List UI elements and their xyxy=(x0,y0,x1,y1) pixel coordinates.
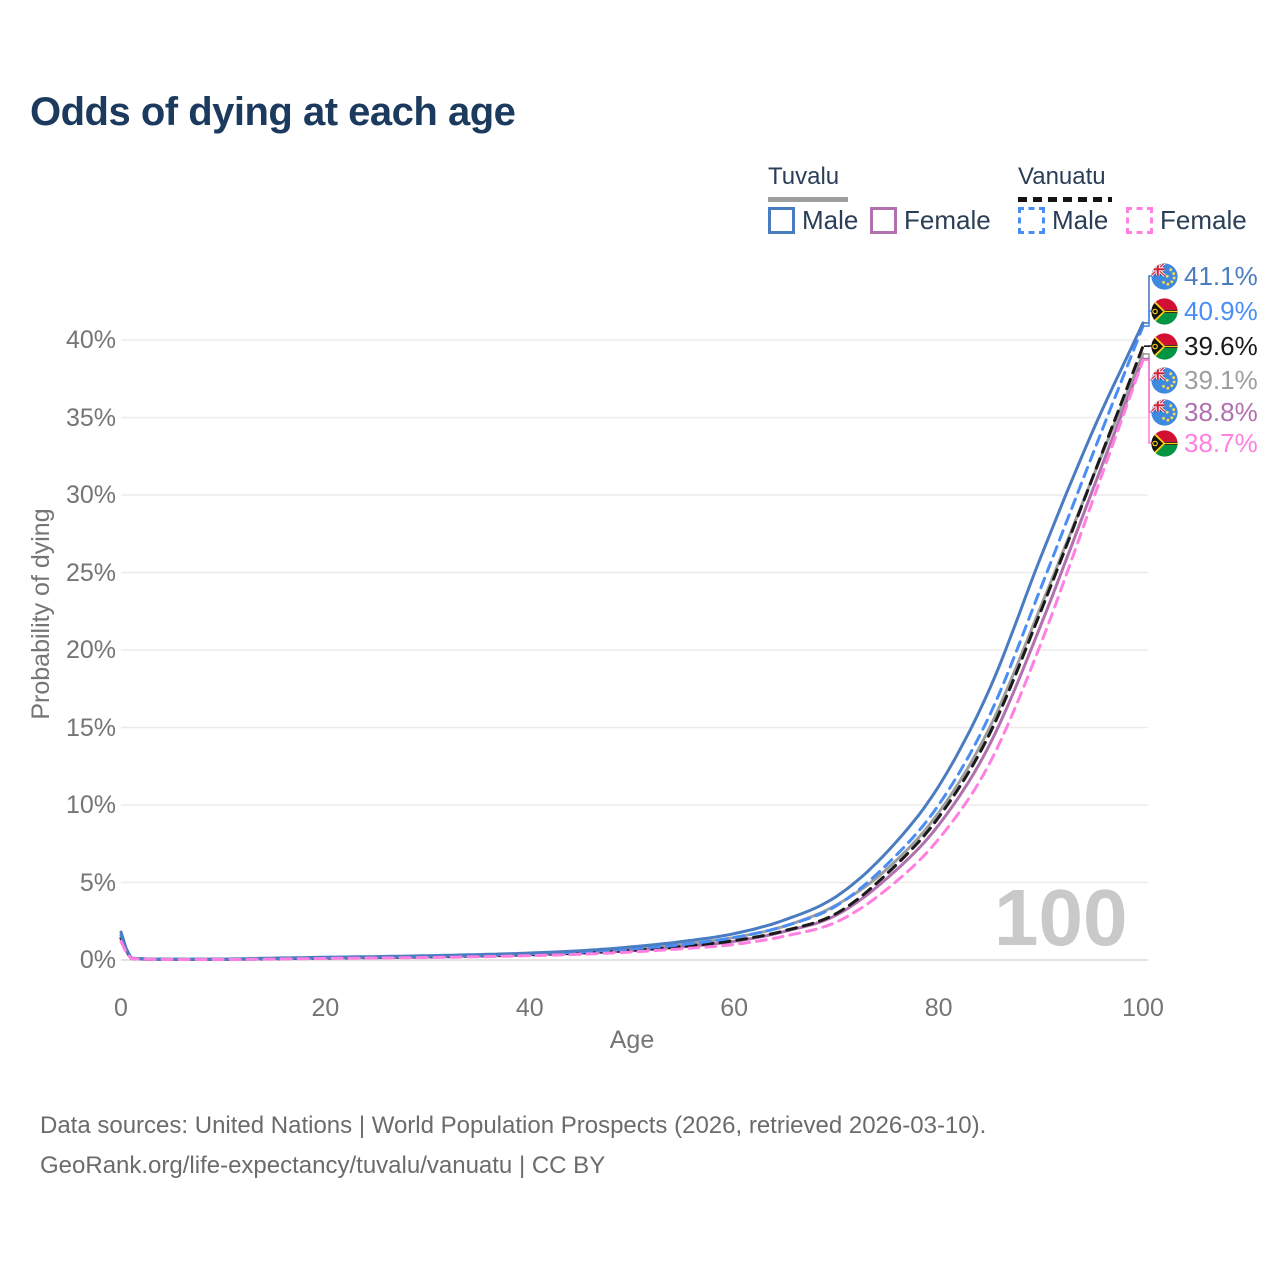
vanuatu-linestyle-sample xyxy=(1018,197,1112,202)
x-tick-label: 80 xyxy=(924,994,953,1022)
legend-item-tuvalu-female[interactable]: Female xyxy=(870,205,991,236)
line-tuvalu-female[interactable] xyxy=(119,357,1145,961)
x-tick-label: 40 xyxy=(515,994,544,1022)
legend-heading-vanuatu[interactable]: Vanuatu xyxy=(1018,163,1106,190)
y-tick-label: 0% xyxy=(79,946,116,974)
vanuatu-flag-icon xyxy=(1151,429,1178,457)
line-tuvalu-both[interactable] xyxy=(119,352,1145,961)
tuvalu-female-swatch-icon xyxy=(870,207,897,234)
legend-item-vanuatu-female[interactable]: Female xyxy=(1126,205,1247,236)
vanuatu-flag-icon xyxy=(1151,332,1178,360)
x-tick-label: 60 xyxy=(720,994,749,1022)
end-label-tuvalu: 39.1% xyxy=(1151,365,1258,395)
end-label-tuvalu: 41.1% xyxy=(1151,261,1258,291)
vanuatu-flag-icon xyxy=(1151,297,1178,325)
line-vanuatu-both[interactable] xyxy=(119,344,1145,961)
vanuatu-female-swatch-icon xyxy=(1126,207,1153,234)
series-end-value: 38.7% xyxy=(1184,427,1258,458)
series-end-value: 40.9% xyxy=(1184,295,1258,326)
tuvalu-flag-icon xyxy=(1151,398,1178,426)
legend-label: Male xyxy=(802,205,859,235)
series-end-value: 41.1% xyxy=(1184,260,1258,291)
x-tick-label: 20 xyxy=(311,994,340,1022)
y-tick-label: 15% xyxy=(65,713,116,742)
y-tick-label: 30% xyxy=(65,481,116,509)
y-tick-label: 20% xyxy=(65,636,116,664)
end-label-connector xyxy=(1144,275,1153,324)
legend-item-vanuatu-male[interactable]: Male xyxy=(1018,205,1108,236)
y-tick-label: 25% xyxy=(65,558,116,587)
line-vanuatu-male[interactable] xyxy=(119,324,1145,961)
page-title: Odds of dying at each age xyxy=(30,90,516,134)
legend-item-tuvalu-male[interactable]: Male xyxy=(768,205,858,236)
end-label-vanuatu: 40.9% xyxy=(1151,296,1258,326)
legend-group-vanuatu: Vanuatu xyxy=(1018,163,1112,202)
series-end-value: 39.6% xyxy=(1184,330,1258,361)
end-label-connector xyxy=(1144,359,1153,444)
x-tick-label: 100 xyxy=(1122,994,1164,1022)
tuvalu-flag-icon xyxy=(1151,262,1178,290)
y-tick-label: 5% xyxy=(79,868,116,897)
legend-heading-tuvalu[interactable]: Tuvalu xyxy=(768,163,840,190)
footer-sources: Data sources: United Nations | World Pop… xyxy=(40,1112,987,1139)
legend-items-row: Male Female Male Female xyxy=(0,205,1280,235)
x-axis-title: Age xyxy=(609,1026,655,1054)
footer-attribution[interactable]: GeoRank.org/life-expectancy/tuvalu/vanua… xyxy=(40,1152,606,1179)
line-tuvalu-male[interactable] xyxy=(119,321,1145,961)
footer: Data sources: United Nations | World Pop… xyxy=(40,1106,986,1186)
x-tick-label: 0 xyxy=(114,994,128,1022)
y-tick-label: 40% xyxy=(65,326,116,354)
y-tick-label: 10% xyxy=(65,791,116,819)
age-watermark: 100 xyxy=(994,873,1128,962)
series-end-value: 39.1% xyxy=(1184,364,1258,395)
end-label-vanuatu: 39.6% xyxy=(1151,331,1258,361)
end-label-vanuatu: 38.7% xyxy=(1151,428,1258,458)
legend-group-tuvalu: Tuvalu xyxy=(768,163,848,202)
series-end-value: 38.8% xyxy=(1184,396,1258,427)
end-label-connector xyxy=(1144,310,1153,327)
end-label-tuvalu: 38.8% xyxy=(1151,397,1258,427)
legend-label: Male xyxy=(1052,205,1109,235)
tuvalu-male-swatch-icon xyxy=(768,207,795,234)
line-vanuatu-female[interactable] xyxy=(119,358,1145,961)
tuvalu-flag-icon xyxy=(1151,366,1178,394)
vanuatu-male-swatch-icon xyxy=(1018,207,1045,234)
tuvalu-linestyle-sample xyxy=(768,197,848,202)
y-tick-label: 35% xyxy=(65,403,116,432)
legend-label: Female xyxy=(1160,205,1247,235)
legend-label: Female xyxy=(904,205,991,235)
